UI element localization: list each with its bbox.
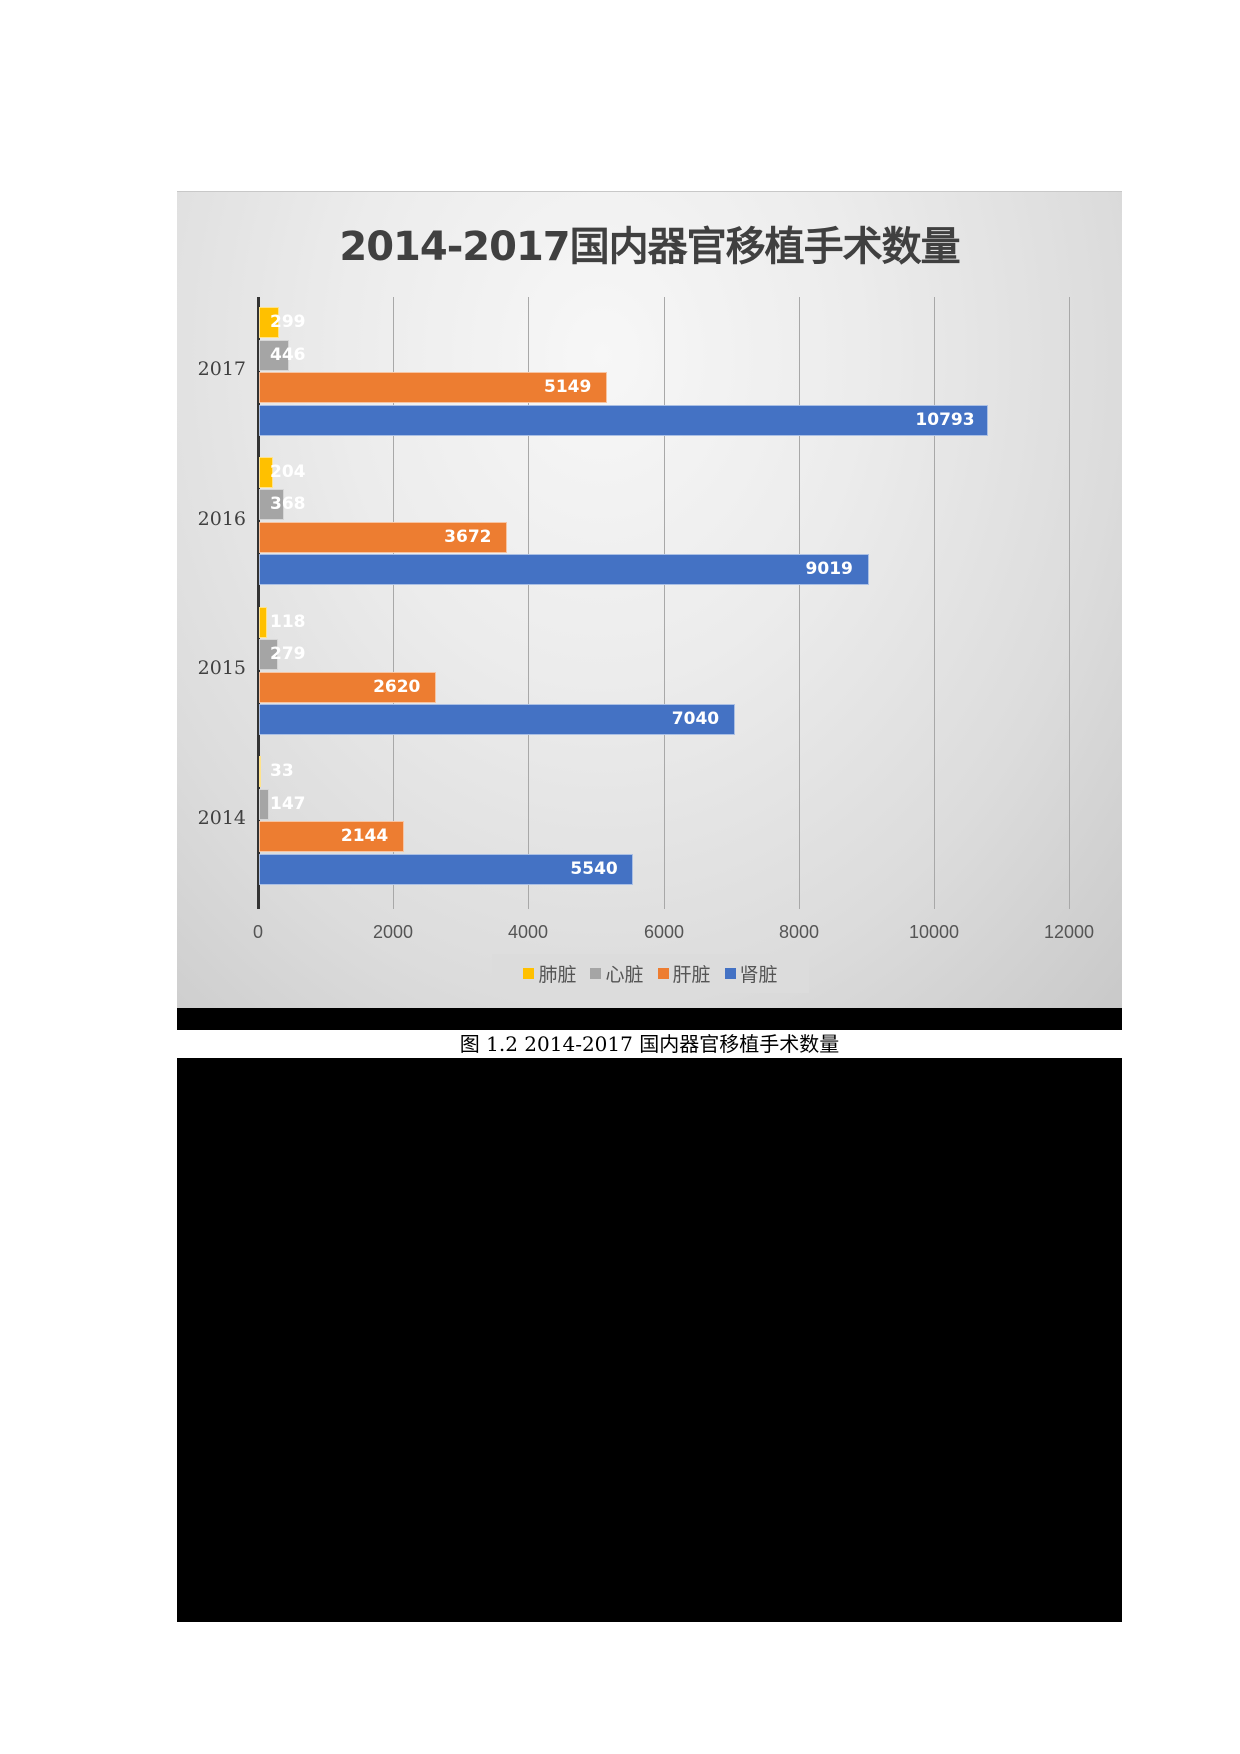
bar-data-label: 5540	[570, 858, 618, 879]
bar-data-label: 368	[270, 494, 306, 515]
bar-data-label: 204	[270, 461, 306, 482]
bar-2017-0	[259, 307, 280, 338]
chart-legend: 肺脏 心脏 肝脏 肾脏	[492, 954, 809, 993]
x-tick-label: 2000	[372, 922, 414, 942]
category-label: 2014	[197, 807, 246, 830]
bar-2014-0	[259, 756, 262, 788]
x-tick-label: 8000	[778, 922, 820, 942]
bar-2017-1	[259, 339, 290, 371]
legend-item: 肾脏	[724, 960, 778, 987]
bar-data-label: 118	[270, 611, 306, 632]
redacted-band	[177, 1008, 1122, 1030]
bar-data-label: 299	[270, 312, 306, 332]
legend-item: 心脏	[590, 960, 644, 987]
bar-data-label: 2144	[340, 826, 389, 847]
gridline	[1069, 297, 1070, 909]
legend-label: 肝脏	[672, 964, 711, 986]
legend-swatch-icon	[657, 968, 669, 979]
bar-2017-2	[259, 372, 607, 403]
bar-data-label: 10793	[915, 409, 975, 430]
gridline	[799, 297, 800, 909]
category-label: 2016	[197, 507, 246, 530]
bar-data-label: 279	[270, 644, 306, 664]
bar-2016-0	[259, 456, 273, 488]
bar-data-label: 5149	[543, 377, 592, 397]
bar-data-label: 446	[270, 344, 306, 365]
x-tick-label: 4000	[507, 922, 549, 942]
legend-label: 肾脏	[739, 964, 778, 986]
x-tick-label: 12000	[1043, 922, 1095, 942]
figure-caption: 图 1.2 2014-2017 国内器官移植手术数量	[177, 1030, 1122, 1058]
redacted-block	[177, 1058, 1122, 1622]
chart-panel: 2014-2017国内器官移植手术数量 0 2000 4000 6000 8000 100…	[177, 191, 1122, 1009]
category-label: 2015	[197, 657, 246, 680]
y-axis-line	[257, 297, 260, 909]
bar-data-label: 147	[270, 793, 306, 814]
x-tick-label: 6000	[643, 922, 685, 942]
bar-2014-2	[259, 821, 404, 853]
legend-swatch-icon	[724, 968, 736, 979]
gridline	[528, 297, 529, 909]
gridline	[934, 297, 935, 909]
bar-data-label: 3672	[444, 526, 492, 547]
bar-data-label: 7040	[671, 709, 720, 729]
bar-data-label: 2620	[373, 676, 421, 697]
legend-item: 肺脏	[523, 960, 576, 987]
legend-swatch-icon	[590, 968, 602, 979]
bar-2015-1	[259, 639, 278, 670]
x-tick-label: 10000	[908, 922, 960, 942]
bar-2016-2	[259, 521, 508, 553]
bar-2015-3	[259, 704, 735, 735]
bar-2015-2	[259, 671, 437, 703]
x-tick-label: 0	[252, 922, 263, 942]
bar-data-label: 9019	[805, 559, 853, 580]
gridline	[393, 297, 394, 909]
bar-2016-1	[259, 489, 284, 521]
bar-2016-3	[259, 554, 869, 586]
plot-area: 0 2000 4000 6000 8000 10000 12000 2017 299 446 514…	[198, 297, 1094, 942]
bar-2014-3	[259, 853, 634, 885]
category-label: 2017	[197, 357, 246, 380]
bar-2015-0	[259, 606, 267, 638]
legend-swatch-icon	[523, 968, 535, 979]
chart-title: 2014-2017国内器官移植手术数量	[339, 224, 960, 270]
legend-label: 心脏	[605, 964, 644, 986]
bar-data-label: 33	[270, 761, 294, 782]
bar-2017-3	[259, 404, 989, 436]
legend-item: 肝脏	[657, 960, 711, 987]
gridline	[664, 297, 665, 909]
legend-label: 肺脏	[538, 964, 577, 986]
bar-2014-1	[259, 788, 269, 820]
